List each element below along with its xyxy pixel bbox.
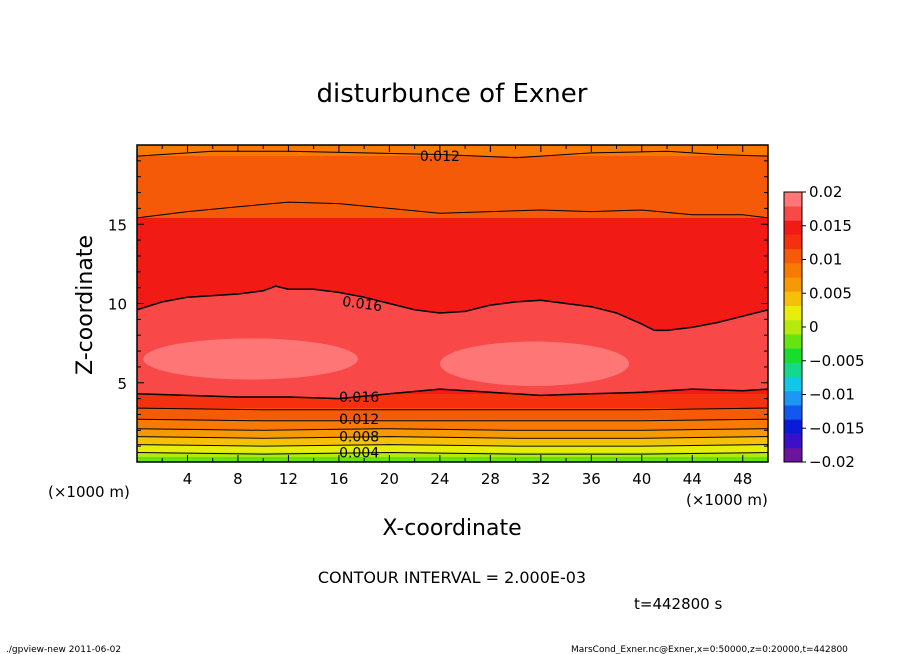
x-tick-label: 28 — [481, 470, 500, 488]
colorbar-segment — [784, 362, 802, 378]
contour-line-1 — [137, 201, 768, 219]
y-tick-label: 5 — [117, 375, 127, 393]
x-tick-label: 4 — [183, 470, 193, 488]
colorbar-tick-label: 0.015 — [809, 217, 852, 235]
peak-regions — [143, 338, 630, 386]
contour-label: 0.004 — [339, 445, 379, 461]
colorbar-segment — [784, 319, 802, 335]
contour-line-4 — [137, 407, 768, 411]
contour-line-0 — [137, 150, 768, 159]
contour-line-7 — [137, 436, 768, 439]
x-tick-label: 48 — [733, 470, 752, 488]
colorbar-segment — [784, 305, 802, 321]
filled-band-8 — [137, 156, 768, 218]
plot-area — [137, 145, 768, 462]
colorbar-segment — [784, 291, 802, 306]
filled-band-0 — [137, 457, 768, 462]
x-tick-label: 24 — [430, 470, 449, 488]
colorbar-tick-label: 0.005 — [809, 284, 852, 302]
filled-band-5 — [137, 419, 768, 429]
y-axis-label: Z-coordinate — [73, 235, 98, 375]
filled-band-1 — [137, 452, 768, 458]
y-ticks: 5 10 15 — [108, 160, 768, 447]
colorbar-segment — [784, 433, 802, 449]
contour-line-2 — [137, 285, 768, 332]
contour-label: 0.008 — [339, 430, 379, 446]
colorbar-segment — [784, 192, 802, 207]
colorbar-segment — [784, 248, 802, 264]
peak-region-0 — [143, 338, 358, 380]
colorbar-segment — [784, 263, 802, 278]
contour-label: 0.016 — [341, 294, 383, 315]
colorbar-tick-label: 0.01 — [809, 251, 842, 269]
colorbar-tick-label: 0.02 — [809, 183, 842, 201]
colorbar-tick-label: −0.015 — [809, 419, 865, 437]
contour-line-3 — [137, 388, 768, 400]
x-tick-label: 32 — [531, 470, 550, 488]
x-tick-label: 8 — [233, 470, 243, 488]
x-ticks: 4 8 12 16 20 24 28 32 36 40 44 48 — [161, 145, 752, 488]
x-tick-label: 44 — [683, 470, 702, 488]
x-tick-label: 40 — [632, 470, 651, 488]
y-tick-label: 15 — [108, 216, 127, 234]
colorbar-segment — [784, 419, 802, 434]
chart-title: disturbunce of Exner — [317, 79, 588, 109]
colorbar-tick-label: 0 — [809, 318, 819, 336]
colorbar-segment — [784, 277, 802, 292]
x-unit-right: (×1000 m) — [686, 491, 768, 509]
contour-line-5 — [137, 418, 768, 422]
footer-left: ./gpview-new 2011-06-02 — [6, 645, 121, 654]
x-tick-label: 36 — [582, 470, 601, 488]
peak-region-1 — [439, 341, 630, 386]
contour-line-6 — [137, 428, 768, 431]
footer-right: MarsCond_Exner.nc@Exner,x=0:50000,z=0:20… — [571, 645, 848, 654]
contour-line-8 — [137, 444, 768, 447]
x-tick-label: 20 — [380, 470, 399, 488]
colorbar-tick-label: −0.01 — [809, 386, 855, 404]
colorbar-segment — [784, 405, 802, 420]
x-axis-label: X-coordinate — [382, 516, 521, 541]
time-text: t=442800 s — [634, 595, 722, 613]
filled-bands — [137, 145, 768, 462]
filled-band-2 — [137, 444, 768, 453]
colorbar-segment — [784, 376, 802, 392]
colorbar — [784, 192, 802, 463]
colorbar-segment — [784, 220, 802, 235]
filled-band-6 — [137, 408, 768, 420]
colorbar-segment — [784, 234, 802, 250]
x-tick-label: 12 — [279, 470, 298, 488]
x-unit-left: (×1000 m) — [48, 483, 130, 501]
colorbar-segment — [784, 390, 802, 406]
colorbar-segment — [784, 206, 802, 221]
colorbar-tick-label: −0.005 — [809, 352, 865, 370]
colorbar-labels: 0.02 0.015 0.01 0.005 0 −0.005 −0.01 −0.015 −0.0… — [802, 183, 865, 471]
x-tick-label: 16 — [329, 470, 348, 488]
y-tick-label: 10 — [108, 296, 127, 314]
contour-line-9 — [137, 451, 768, 455]
contour-label: 0.016 — [339, 390, 379, 406]
contour-label: 0.012 — [339, 412, 379, 428]
contour-interval-text: CONTOUR INTERVAL = 2.000E-03 — [318, 568, 586, 587]
filled-band-4 — [137, 428, 768, 437]
contour-lines — [137, 150, 768, 455]
colorbar-segment — [784, 447, 802, 463]
colorbar-tick-label: −0.02 — [809, 453, 855, 471]
filled-band-3 — [137, 436, 768, 445]
colorbar-segment — [784, 334, 802, 349]
filled-band-9 — [137, 145, 768, 157]
contour-label: 0.012 — [420, 149, 460, 165]
colorbar-segment — [784, 348, 802, 363]
